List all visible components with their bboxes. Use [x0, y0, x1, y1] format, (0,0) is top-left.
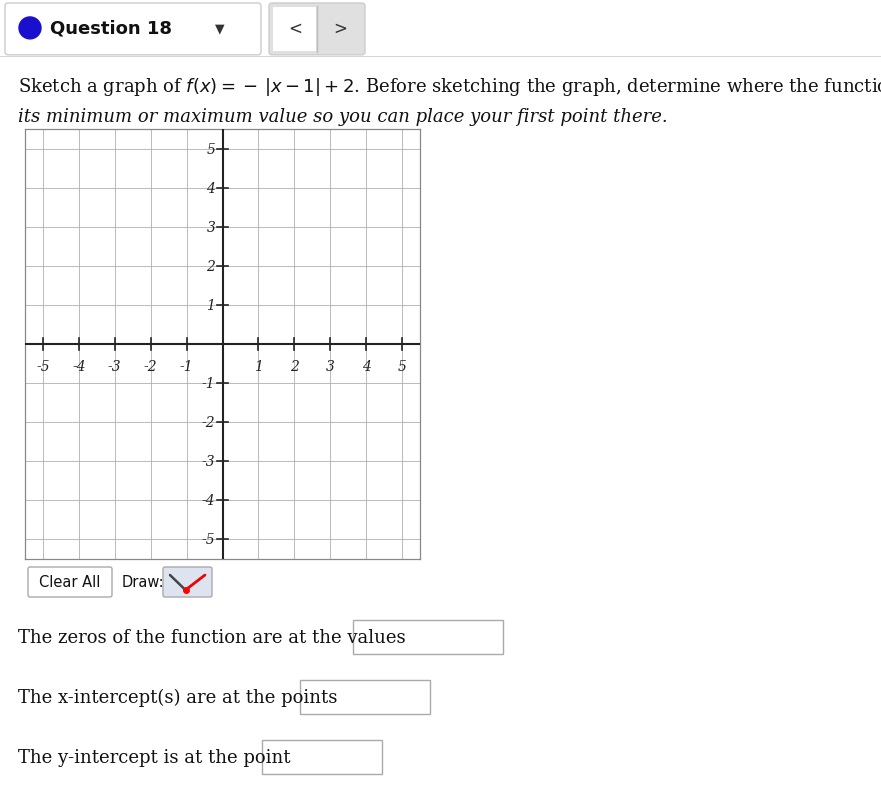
- Text: 1: 1: [206, 298, 215, 313]
- Text: -2: -2: [144, 359, 158, 374]
- Text: The x-intercept(s) are at the points: The x-intercept(s) are at the points: [18, 688, 337, 707]
- Text: -5: -5: [202, 533, 215, 547]
- FancyBboxPatch shape: [352, 620, 503, 654]
- Text: 2: 2: [290, 359, 299, 374]
- Circle shape: [19, 18, 41, 40]
- FancyBboxPatch shape: [269, 4, 365, 56]
- Text: -4: -4: [72, 359, 85, 374]
- Text: Draw:: Draw:: [122, 575, 165, 589]
- Text: <: <: [288, 20, 302, 38]
- FancyBboxPatch shape: [5, 4, 261, 56]
- Text: 3: 3: [326, 359, 335, 374]
- FancyBboxPatch shape: [300, 680, 430, 714]
- Text: Question 18: Question 18: [50, 20, 172, 38]
- Text: 5: 5: [206, 143, 215, 156]
- Text: -5: -5: [36, 359, 49, 374]
- Text: ▼: ▼: [215, 22, 225, 35]
- Text: The y-intercept is at the point: The y-intercept is at the point: [18, 748, 291, 766]
- Text: 1: 1: [254, 359, 263, 374]
- Text: -1: -1: [180, 359, 194, 374]
- Text: -1: -1: [202, 377, 215, 391]
- Text: -3: -3: [108, 359, 122, 374]
- Text: 5: 5: [397, 359, 406, 374]
- FancyBboxPatch shape: [28, 567, 112, 597]
- Text: -2: -2: [202, 415, 215, 430]
- Text: >: >: [333, 20, 347, 38]
- Text: 3: 3: [206, 221, 215, 234]
- Text: 4: 4: [206, 181, 215, 196]
- FancyBboxPatch shape: [262, 740, 381, 774]
- Text: 4: 4: [362, 359, 371, 374]
- FancyBboxPatch shape: [273, 8, 316, 52]
- Text: Clear All: Clear All: [40, 575, 100, 589]
- FancyBboxPatch shape: [163, 567, 212, 597]
- Text: its minimum or maximum value so you can place your first point there.: its minimum or maximum value so you can …: [18, 107, 668, 126]
- Text: -3: -3: [202, 455, 215, 468]
- Text: -4: -4: [202, 494, 215, 508]
- Text: 2: 2: [206, 260, 215, 273]
- Text: Sketch a graph of $f(x) = -\,|x-1|+2$. Before sketching the graph, determine whe: Sketch a graph of $f(x) = -\,|x-1|+2$. B…: [18, 75, 881, 98]
- Text: The zeros of the function are at the values: The zeros of the function are at the val…: [18, 628, 405, 646]
